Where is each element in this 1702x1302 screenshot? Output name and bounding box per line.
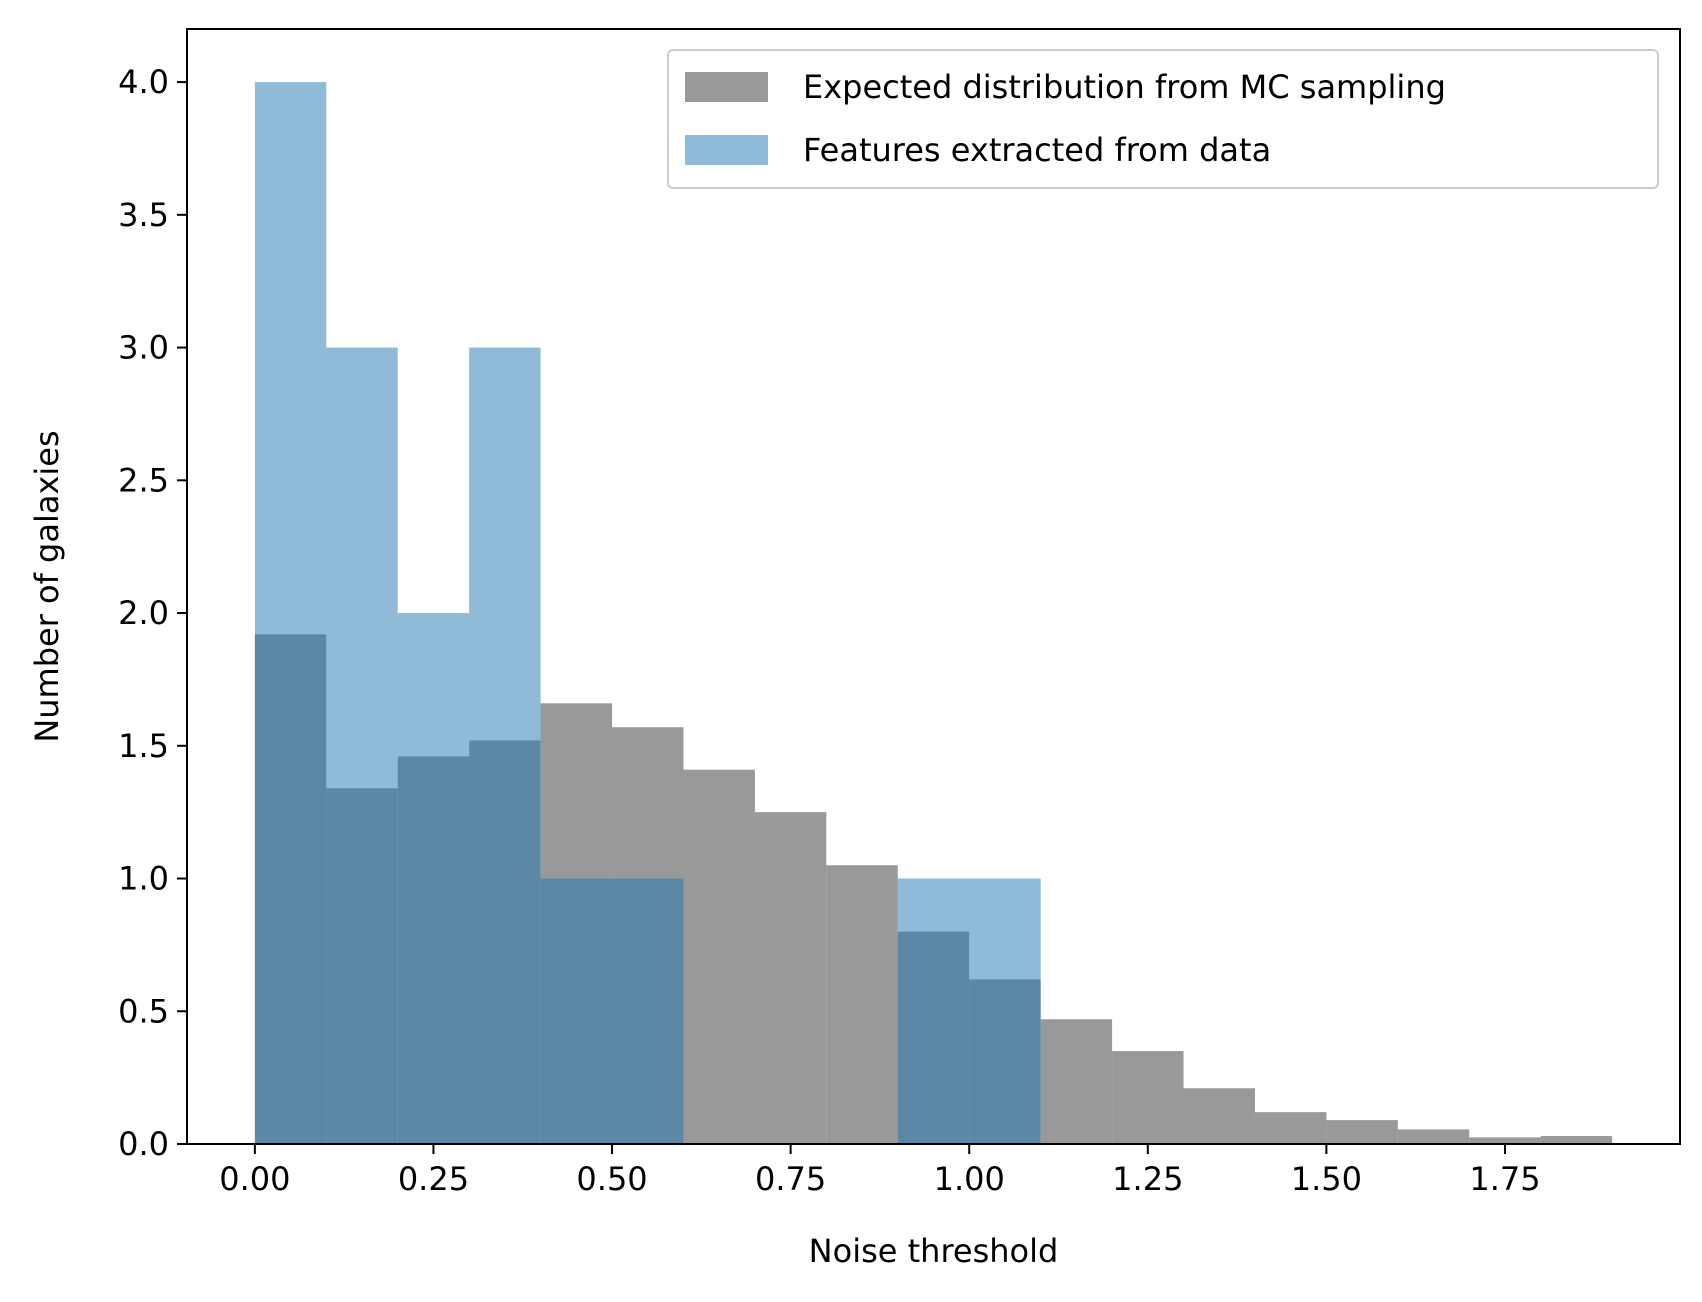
bar-series-1-bin-2 bbox=[397, 613, 470, 1144]
bar-series-0-bin-17 bbox=[1469, 1137, 1541, 1144]
bar-series-1-bin-4 bbox=[540, 878, 613, 1144]
x-tick-label: 1.75 bbox=[1469, 1160, 1540, 1198]
legend-box bbox=[667, 49, 1659, 189]
y-axis-ticks: 0.0 0.5 1.0 1.5 2.0 2.5 3.0 3.5 4.0 bbox=[118, 63, 187, 1163]
bar-series-1-bin-5 bbox=[612, 878, 684, 1144]
bar-series-0-bin-11 bbox=[1040, 1019, 1113, 1144]
bar-series-1-bin-3 bbox=[469, 347, 541, 1145]
bar-series-0-bin-14 bbox=[1254, 1112, 1327, 1144]
y-tick-label: 4.0 bbox=[118, 63, 169, 101]
bar-series-0-bin-13 bbox=[1183, 1088, 1255, 1144]
y-tick-label: 3.0 bbox=[118, 329, 169, 367]
legend-label-data: Features extracted from data bbox=[803, 131, 1271, 169]
legend-swatch-mc bbox=[685, 72, 768, 102]
bar-series-1-bin-0 bbox=[254, 82, 327, 1145]
x-tick-label: 1.50 bbox=[1291, 1160, 1362, 1198]
x-tick-label: 1.00 bbox=[934, 1160, 1005, 1198]
bar-series-1-bin-1 bbox=[326, 347, 398, 1145]
y-tick-label: 2.5 bbox=[118, 461, 169, 499]
x-tick-label: 0.00 bbox=[219, 1160, 290, 1198]
bars-layer bbox=[254, 82, 1613, 1145]
bar-series-0-bin-7 bbox=[754, 812, 827, 1144]
x-axis-ticks: 0.00 0.25 0.50 0.75 1.00 1.25 1.50 1.75 bbox=[219, 1144, 1541, 1198]
bar-series-1-bin-9 bbox=[897, 878, 970, 1144]
legend-swatch-data bbox=[685, 135, 768, 165]
x-axis-label: Noise threshold bbox=[809, 1232, 1059, 1270]
legend: Expected distribution from MC sampling F… bbox=[667, 49, 1659, 189]
x-tick-label: 0.75 bbox=[755, 1160, 826, 1198]
bar-series-0-bin-12 bbox=[1112, 1051, 1184, 1144]
x-tick-label: 0.50 bbox=[576, 1160, 647, 1198]
y-tick-label: 1.0 bbox=[118, 860, 169, 898]
y-tick-label: 3.5 bbox=[118, 196, 169, 234]
x-tick-label: 0.25 bbox=[398, 1160, 469, 1198]
y-tick-label: 2.0 bbox=[118, 594, 169, 632]
legend-label-mc: Expected distribution from MC sampling bbox=[803, 68, 1446, 106]
bar-series-0-bin-15 bbox=[1326, 1120, 1398, 1144]
x-tick-label: 1.25 bbox=[1112, 1160, 1183, 1198]
y-tick-label: 0.5 bbox=[118, 992, 169, 1030]
bar-series-0-bin-18 bbox=[1540, 1136, 1613, 1144]
axes-frame bbox=[186, 28, 1681, 1145]
bar-series-0-bin-6 bbox=[683, 769, 755, 1144]
bar-series-0-bin-16 bbox=[1397, 1129, 1470, 1144]
y-tick-label: 0.0 bbox=[118, 1125, 169, 1163]
bar-series-1-bin-10 bbox=[969, 878, 1041, 1144]
y-axis-label: Number of galaxies bbox=[28, 430, 66, 742]
y-tick-label: 1.5 bbox=[118, 727, 169, 765]
bar-series-0-bin-8 bbox=[826, 865, 898, 1144]
